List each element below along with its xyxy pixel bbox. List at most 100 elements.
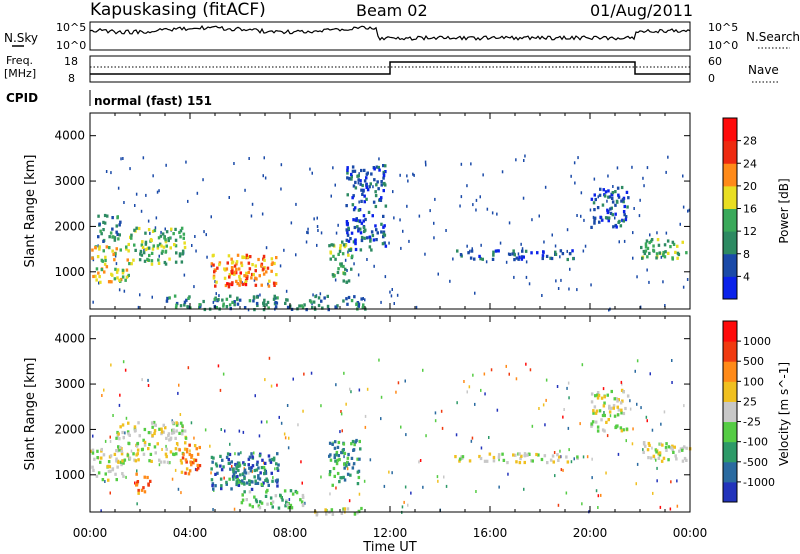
velocity-cell: [147, 431, 151, 435]
power-speckle: [262, 174, 264, 178]
power-cell: [156, 246, 160, 250]
power-speckle: [449, 279, 451, 283]
velocity-cell: [590, 392, 594, 396]
power-cell: [124, 278, 127, 282]
velocity-cell: [602, 404, 606, 408]
power-cell: [160, 251, 164, 255]
velocity-cell: [184, 436, 188, 440]
velocity-cell: [354, 440, 357, 444]
power-cell: [372, 200, 376, 204]
power-cell: [165, 299, 169, 303]
power-cell: [178, 230, 181, 235]
velocity-speckle: [606, 434, 609, 438]
power-cell: [174, 238, 178, 242]
velocity-cell: [260, 482, 263, 486]
velocity-cell: [349, 473, 352, 477]
power-cell: [572, 257, 575, 261]
velocity-cell: [301, 493, 305, 498]
velocity-speckle: [101, 394, 103, 397]
velocity-cell: [225, 455, 229, 459]
velocity-cell: [90, 449, 93, 453]
power-speckle: [517, 252, 520, 256]
velocity-cell: [681, 459, 685, 463]
power-cell: [384, 244, 388, 248]
power-cell: [593, 221, 596, 225]
power-cell: [186, 305, 189, 309]
velocity-cell: [616, 413, 620, 417]
power-speckle: [632, 231, 634, 235]
velocity-cell: [514, 453, 517, 457]
power-cell: [657, 243, 661, 247]
power-cell: [150, 259, 154, 263]
power-cell: [353, 225, 357, 230]
velocity-cell: [652, 454, 656, 458]
velocity-cell: [593, 405, 597, 409]
velocity-cell: [520, 454, 523, 458]
power-cell: [230, 282, 234, 287]
velocity-cell: [497, 453, 501, 457]
power-cell: [161, 232, 165, 236]
velocity-cell: [483, 459, 487, 463]
velocity-cell: [343, 507, 347, 511]
power-colorbar-tick-label: 4: [743, 270, 750, 283]
power-cell: [330, 243, 333, 247]
power-cell: [360, 168, 363, 173]
velocity-cell: [149, 479, 152, 483]
velocity-cell: [210, 467, 213, 471]
power-cell: [126, 258, 129, 262]
velocity-cell: [603, 429, 606, 433]
velocity-cell: [266, 488, 269, 492]
velocity-cell: [358, 439, 361, 444]
power-cell: [676, 251, 680, 255]
power-speckle: [135, 192, 138, 196]
power-cell: [213, 268, 217, 272]
power-speckle: [305, 240, 308, 244]
velocity-cell: [175, 421, 178, 425]
velocity-cell: [346, 507, 350, 511]
power-speckle: [566, 228, 569, 232]
power-cell: [593, 193, 596, 197]
velocity-cell: [613, 397, 616, 401]
power-speckle: [607, 174, 609, 178]
velocity-speckle: [178, 383, 180, 387]
velocity-speckle: [297, 423, 299, 427]
power-cell: [359, 248, 363, 252]
power-cell: [135, 226, 138, 230]
velocity-cell: [137, 488, 140, 493]
velocity-cell: [162, 423, 165, 427]
power-cell: [366, 188, 370, 192]
power-cell: [202, 299, 205, 304]
power-cell: [642, 249, 646, 254]
search-label: N.Search: [746, 30, 800, 44]
velocity-speckle: [505, 364, 507, 368]
velocity-cell: [351, 439, 355, 444]
velocity-speckle: [470, 439, 473, 443]
power-speckle: [501, 170, 504, 174]
power-cell: [140, 253, 144, 257]
velocity-cell: [143, 440, 147, 444]
power-cell: [156, 244, 160, 248]
velocity-cell: [331, 483, 334, 487]
power-speckle: [475, 198, 478, 202]
velocity-cell: [253, 475, 256, 479]
power-cell: [331, 273, 335, 277]
velocity-cell: [214, 472, 217, 476]
velocity-speckle: [591, 457, 593, 461]
power-cell: [353, 295, 356, 299]
velocity-cell: [356, 457, 359, 461]
velocity-cell: [620, 388, 624, 392]
power-cell: [130, 262, 133, 266]
velocity-speckle: [480, 446, 483, 450]
power-cell: [266, 266, 270, 270]
power-cell: [650, 238, 654, 242]
x-axis-title: Time UT: [362, 540, 416, 554]
power-cell: [130, 233, 133, 237]
power-cell: [228, 273, 232, 277]
velocity-cell: [190, 463, 193, 467]
velocity-cell: [458, 457, 462, 461]
power-speckle: [210, 215, 212, 219]
velocity-cell: [660, 459, 664, 463]
nave-tick-bottom-right: 0: [708, 72, 715, 85]
velocity-cell: [255, 500, 259, 504]
velocity-cell: [135, 444, 139, 448]
